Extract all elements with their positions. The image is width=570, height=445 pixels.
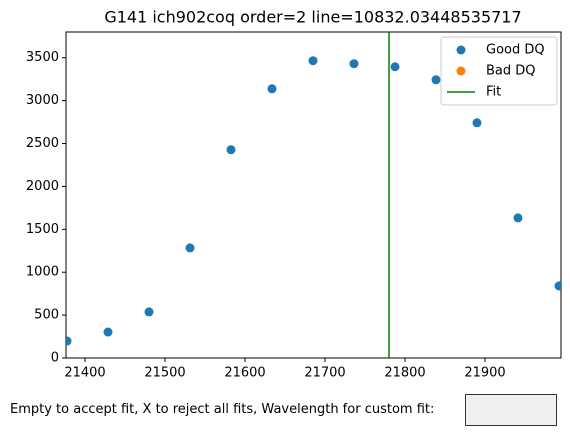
legend-marker [456, 66, 466, 76]
plot-frame [65, 31, 562, 359]
x-tick-label: 21500 [144, 366, 185, 381]
y-tick-label: 2000 [26, 179, 59, 194]
point [349, 59, 359, 69]
legend-label: Fit [486, 85, 501, 100]
input-row: Empty to accept fit, X to reject all fit… [0, 390, 570, 435]
point [513, 213, 523, 223]
legend-label: Bad DQ [486, 64, 536, 79]
chart-title: G141 ich902coq order=2 line=10832.034485… [104, 8, 521, 27]
y-tick-label: 0 [51, 351, 59, 366]
y-tick-label: 2500 [26, 136, 59, 151]
point [103, 327, 113, 337]
x-tick-label: 21800 [384, 366, 425, 381]
text-input[interactable] [465, 394, 557, 426]
point [554, 281, 561, 291]
point [144, 307, 154, 317]
x-tick-label: 21600 [224, 366, 265, 381]
legend-label: Good DQ [486, 43, 545, 58]
point [185, 243, 195, 253]
point [267, 84, 277, 94]
point [472, 118, 482, 128]
y-tick-label: 1500 [26, 222, 59, 237]
y-tick-label: 3500 [26, 50, 59, 65]
legend-marker [456, 45, 466, 55]
x-tick-label: 21900 [464, 366, 505, 381]
point [431, 75, 441, 85]
y-tick-label: 1000 [26, 265, 59, 280]
y-tick-label: 3000 [26, 93, 59, 108]
point [390, 62, 400, 72]
input-label: Empty to accept fit, X to reject all fit… [10, 402, 435, 417]
legend-box [440, 36, 558, 106]
x-tick-label: 21400 [64, 366, 105, 381]
x-tick-label: 21700 [304, 366, 345, 381]
chart: G141 ich902coq order=2 line=10832.034485… [26, 8, 562, 381]
point [66, 336, 72, 346]
point [226, 145, 236, 155]
y-tick-label: 500 [34, 308, 59, 323]
point [308, 56, 318, 66]
